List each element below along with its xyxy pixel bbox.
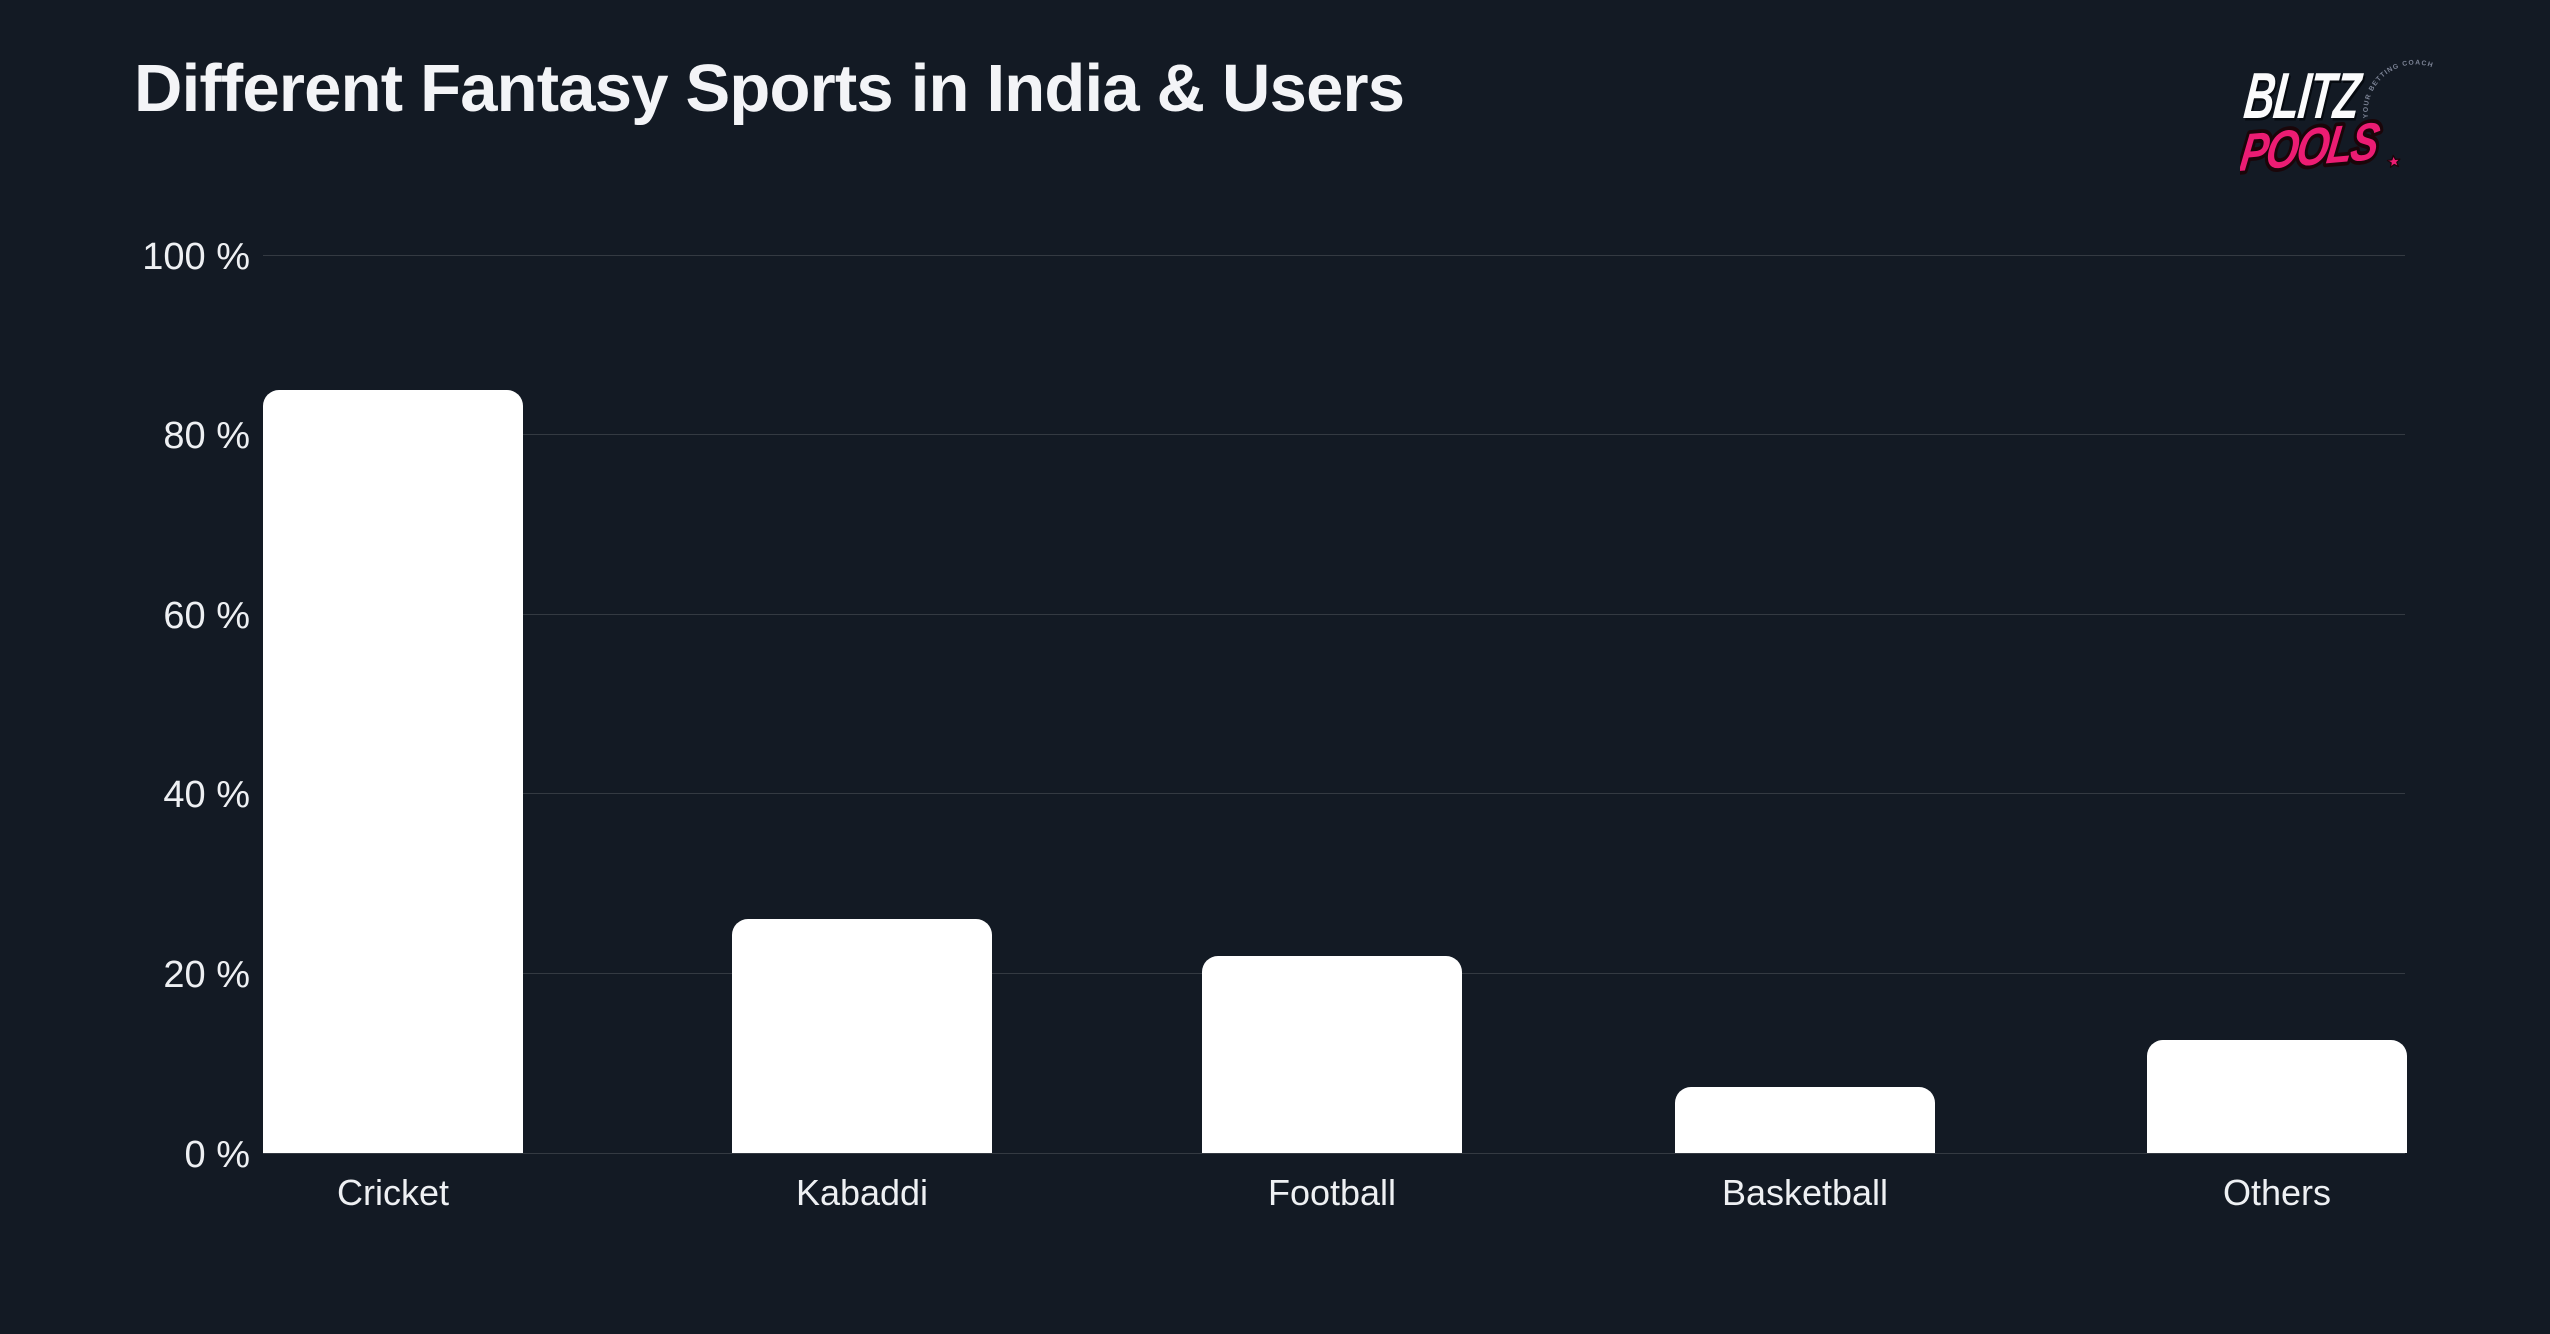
svg-text:YOUR BETTING COACH: YOUR BETTING COACH: [2363, 59, 2435, 118]
